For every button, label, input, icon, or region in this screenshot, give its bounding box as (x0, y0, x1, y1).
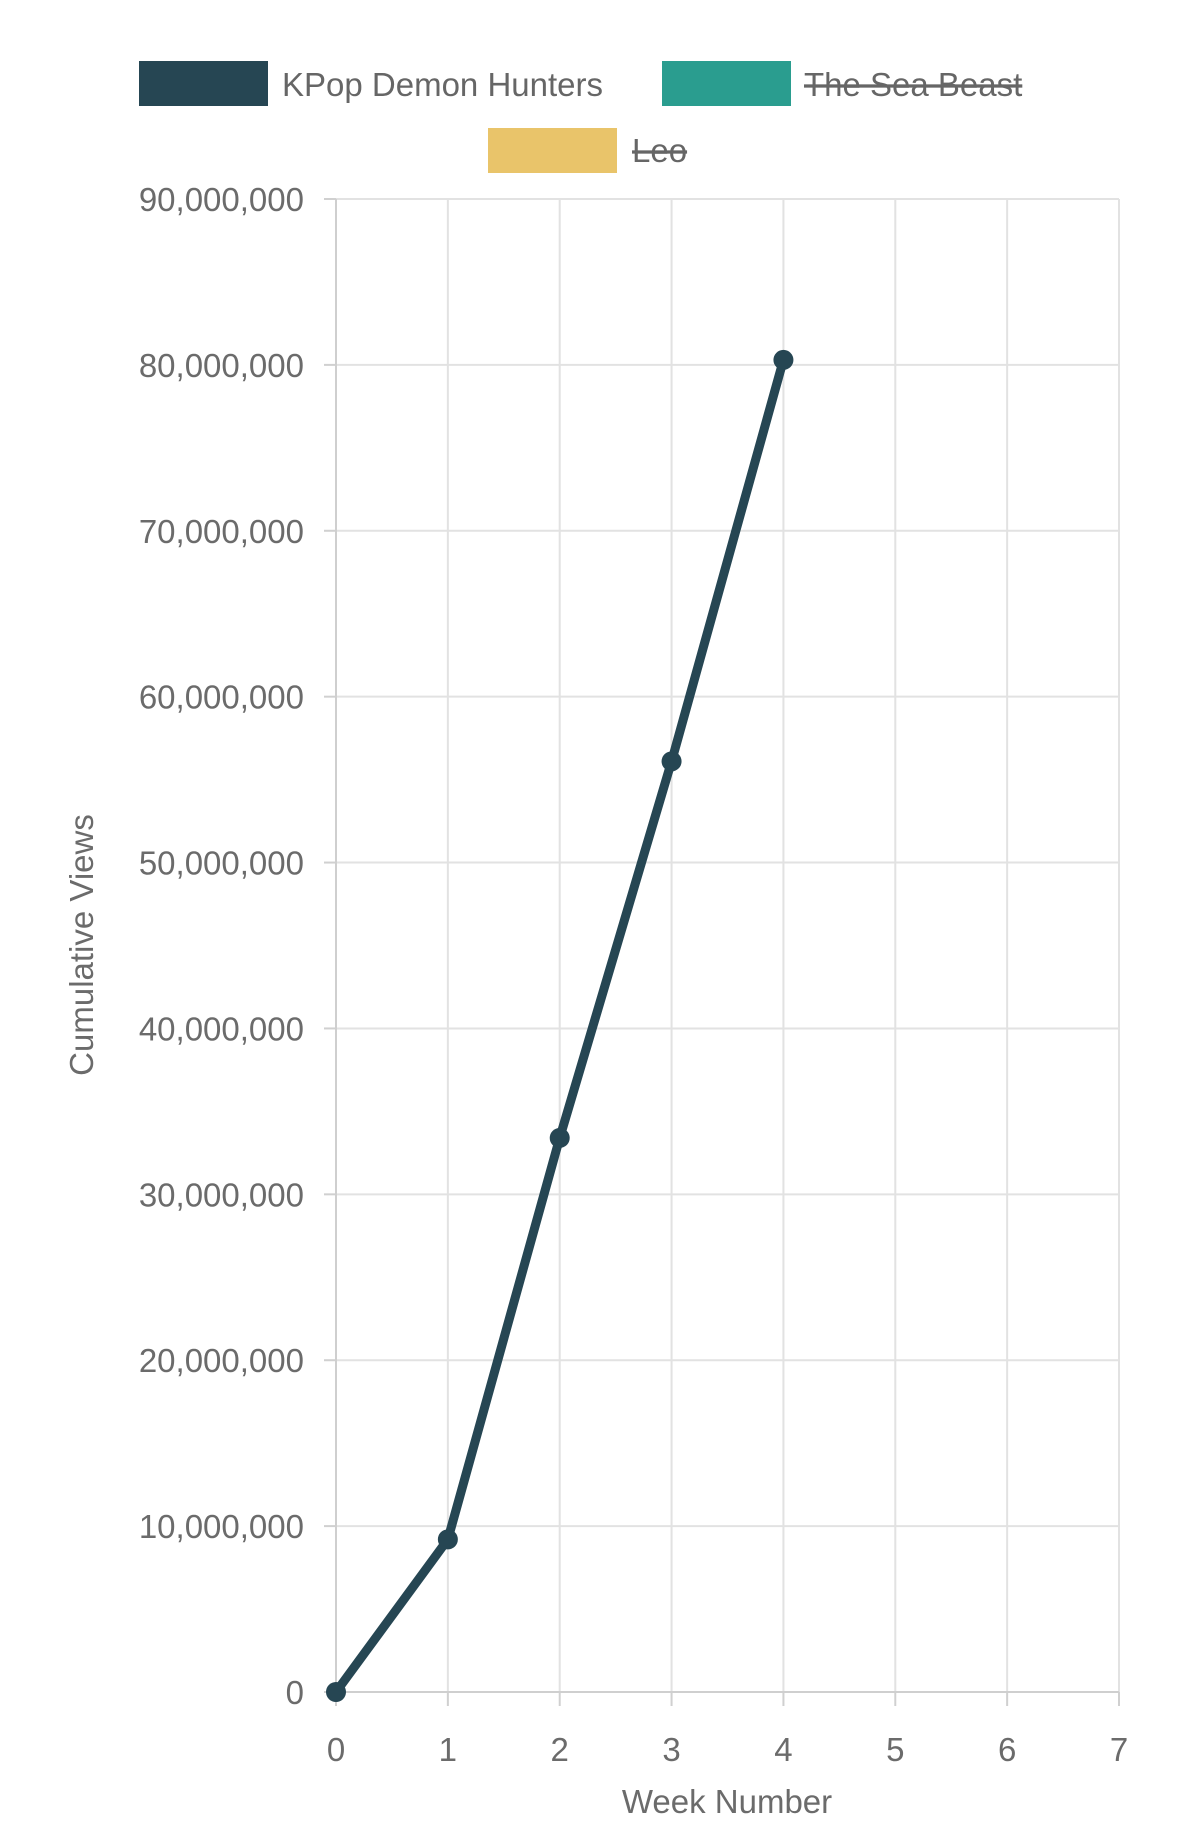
y-tick-label: 90,000,000 (139, 181, 304, 218)
grid-lines (335, 198, 1120, 1693)
y-tick-label: 60,000,000 (139, 679, 304, 716)
legend-item-series-2[interactable]: Leo (488, 128, 687, 173)
data-point[interactable] (661, 751, 682, 772)
y-tick-label: 70,000,000 (139, 513, 304, 550)
y-tick-label: 20,000,000 (139, 1342, 304, 1379)
x-axis-tick-labels: 0 1 2 3 4 5 6 7 (327, 1731, 1128, 1768)
x-tick-label: 0 (327, 1731, 345, 1768)
legend-swatch-series-0 (139, 61, 268, 106)
legend-item-series-0[interactable]: KPop Demon Hunters (139, 61, 603, 106)
x-axis-title: Week Number (622, 1783, 832, 1820)
x-tick-label: 2 (551, 1731, 569, 1768)
x-tick-label: 7 (1110, 1731, 1128, 1768)
data-point[interactable] (549, 1127, 570, 1148)
y-axis-title: Cumulative Views (63, 814, 100, 1076)
legend-swatch-series-2 (488, 128, 617, 173)
y-tick-label: 40,000,000 (139, 1010, 304, 1047)
y-tick-label: 50,000,000 (139, 845, 304, 882)
data-point[interactable] (437, 1529, 458, 1550)
x-tick-label: 5 (886, 1731, 904, 1768)
x-tick-label: 4 (774, 1731, 792, 1768)
x-tick-label: 3 (662, 1731, 680, 1768)
legend-item-series-1[interactable]: The Sea Beast (662, 61, 1022, 106)
x-tick-label: 1 (439, 1731, 457, 1768)
y-tick-label: 0 (286, 1674, 304, 1711)
legend-label-series-1: The Sea Beast (804, 66, 1022, 103)
legend-swatch-series-1 (662, 61, 791, 106)
y-axis-tick-labels: 0 10,000,000 20,000,000 30,000,000 40,000,00… (139, 181, 304, 1711)
y-tick-label: 80,000,000 (139, 347, 304, 384)
series-layer (326, 349, 794, 1702)
data-point[interactable] (773, 349, 794, 370)
y-tick-label: 30,000,000 (139, 1176, 304, 1213)
legend-label-series-2: Leo (632, 132, 687, 169)
data-point[interactable] (326, 1682, 346, 1702)
axes (324, 198, 1120, 1706)
legend: KPop Demon Hunters The Sea Beast Leo (139, 61, 1022, 173)
y-tick-label: 10,000,000 (139, 1508, 304, 1545)
legend-label-series-0: KPop Demon Hunters (282, 66, 603, 103)
x-tick-label: 6 (998, 1731, 1016, 1768)
